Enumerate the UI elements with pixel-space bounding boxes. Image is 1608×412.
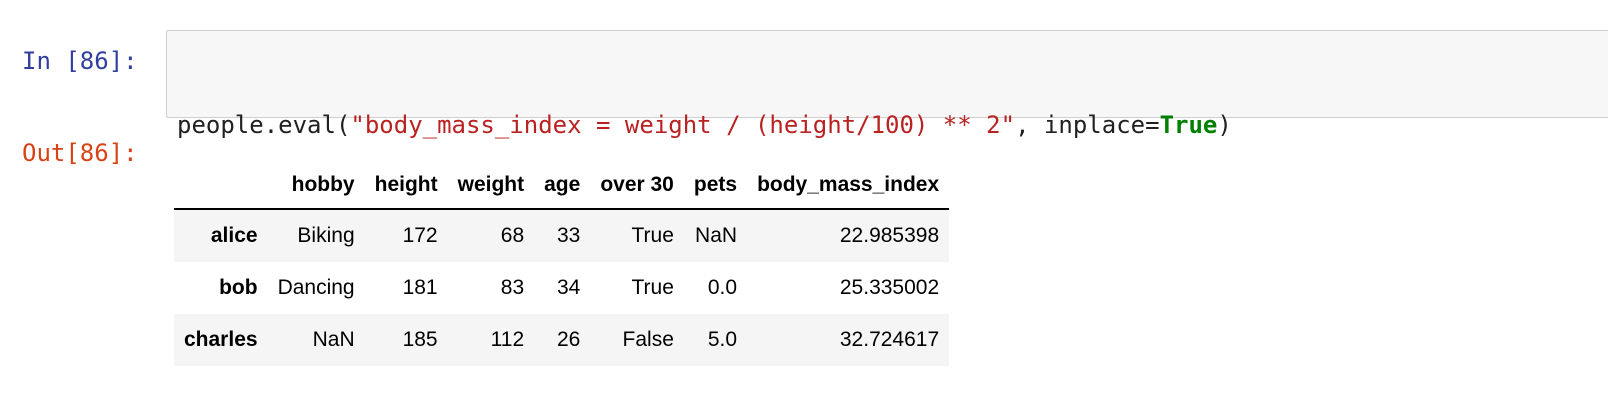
table-header-row: hobby height weight age over 30 pets bod…	[174, 162, 950, 210]
table-cell: True	[631, 276, 674, 299]
dataframe-table: hobby height weight age over 30 pets bod…	[174, 162, 950, 366]
code-line-2: people	[177, 207, 264, 235]
table-cell: 22.985398	[839, 224, 940, 247]
table-cell: 26	[556, 328, 581, 351]
table-cell: Dancing	[277, 276, 355, 299]
table-row: charles NaN 185 112 26 False 5.0 32.7246…	[174, 314, 950, 366]
index-header	[174, 162, 268, 210]
code-token-keyword: True	[1159, 111, 1218, 139]
code-token-call: people.eval(	[177, 111, 351, 139]
table-cell: 33	[556, 224, 581, 247]
code-token-close: )	[1217, 111, 1232, 139]
table-cell: 181	[402, 276, 438, 299]
table-row: bob Dancing 181 83 34 True 0.0 25.335002	[174, 262, 950, 314]
table-row: alice Biking 172 68 33 True NaN 22.98539…	[174, 209, 950, 262]
table-cell: True	[631, 224, 674, 247]
column-header-body-mass-index: body_mass_index	[747, 162, 950, 210]
table-cell: 0.0	[707, 276, 738, 299]
code-token-argument: , inplace=	[1015, 111, 1160, 139]
table-cell: 83	[500, 276, 525, 299]
column-header-over-30: over 30	[590, 162, 684, 210]
row-index: bob	[219, 276, 258, 299]
table-cell: NaN	[312, 328, 355, 351]
table-cell: 5.0	[707, 328, 738, 351]
row-index: alice	[210, 224, 258, 247]
code-cell-editor[interactable]: people.eval("body_mass_index = weight / …	[166, 30, 1608, 235]
table-cell: False	[622, 328, 674, 351]
table-cell: 185	[402, 328, 438, 351]
column-header-weight: weight	[447, 162, 535, 210]
column-header-height: height	[364, 162, 448, 210]
column-header-hobby: hobby	[267, 162, 365, 210]
input-prompt: In [86]:	[22, 47, 138, 75]
table-cell: 32.724617	[839, 328, 940, 351]
table-cell: NaN	[695, 224, 738, 247]
table-cell: 34	[556, 276, 581, 299]
table-cell: 112	[490, 328, 525, 351]
code-line-1: people.eval("body_mass_index = weight / …	[177, 109, 1608, 141]
row-index: charles	[184, 328, 258, 351]
table-cell: Biking	[297, 224, 355, 247]
column-header-age: age	[534, 162, 591, 210]
output-prompt: Out[86]:	[22, 139, 138, 167]
table-cell: 172	[402, 224, 438, 247]
column-header-pets: pets	[683, 162, 748, 210]
table-cell: 68	[500, 224, 525, 247]
table-cell: 25.335002	[839, 276, 940, 299]
code-token-string: "body_mass_index = weight / (height/100)…	[350, 111, 1016, 139]
